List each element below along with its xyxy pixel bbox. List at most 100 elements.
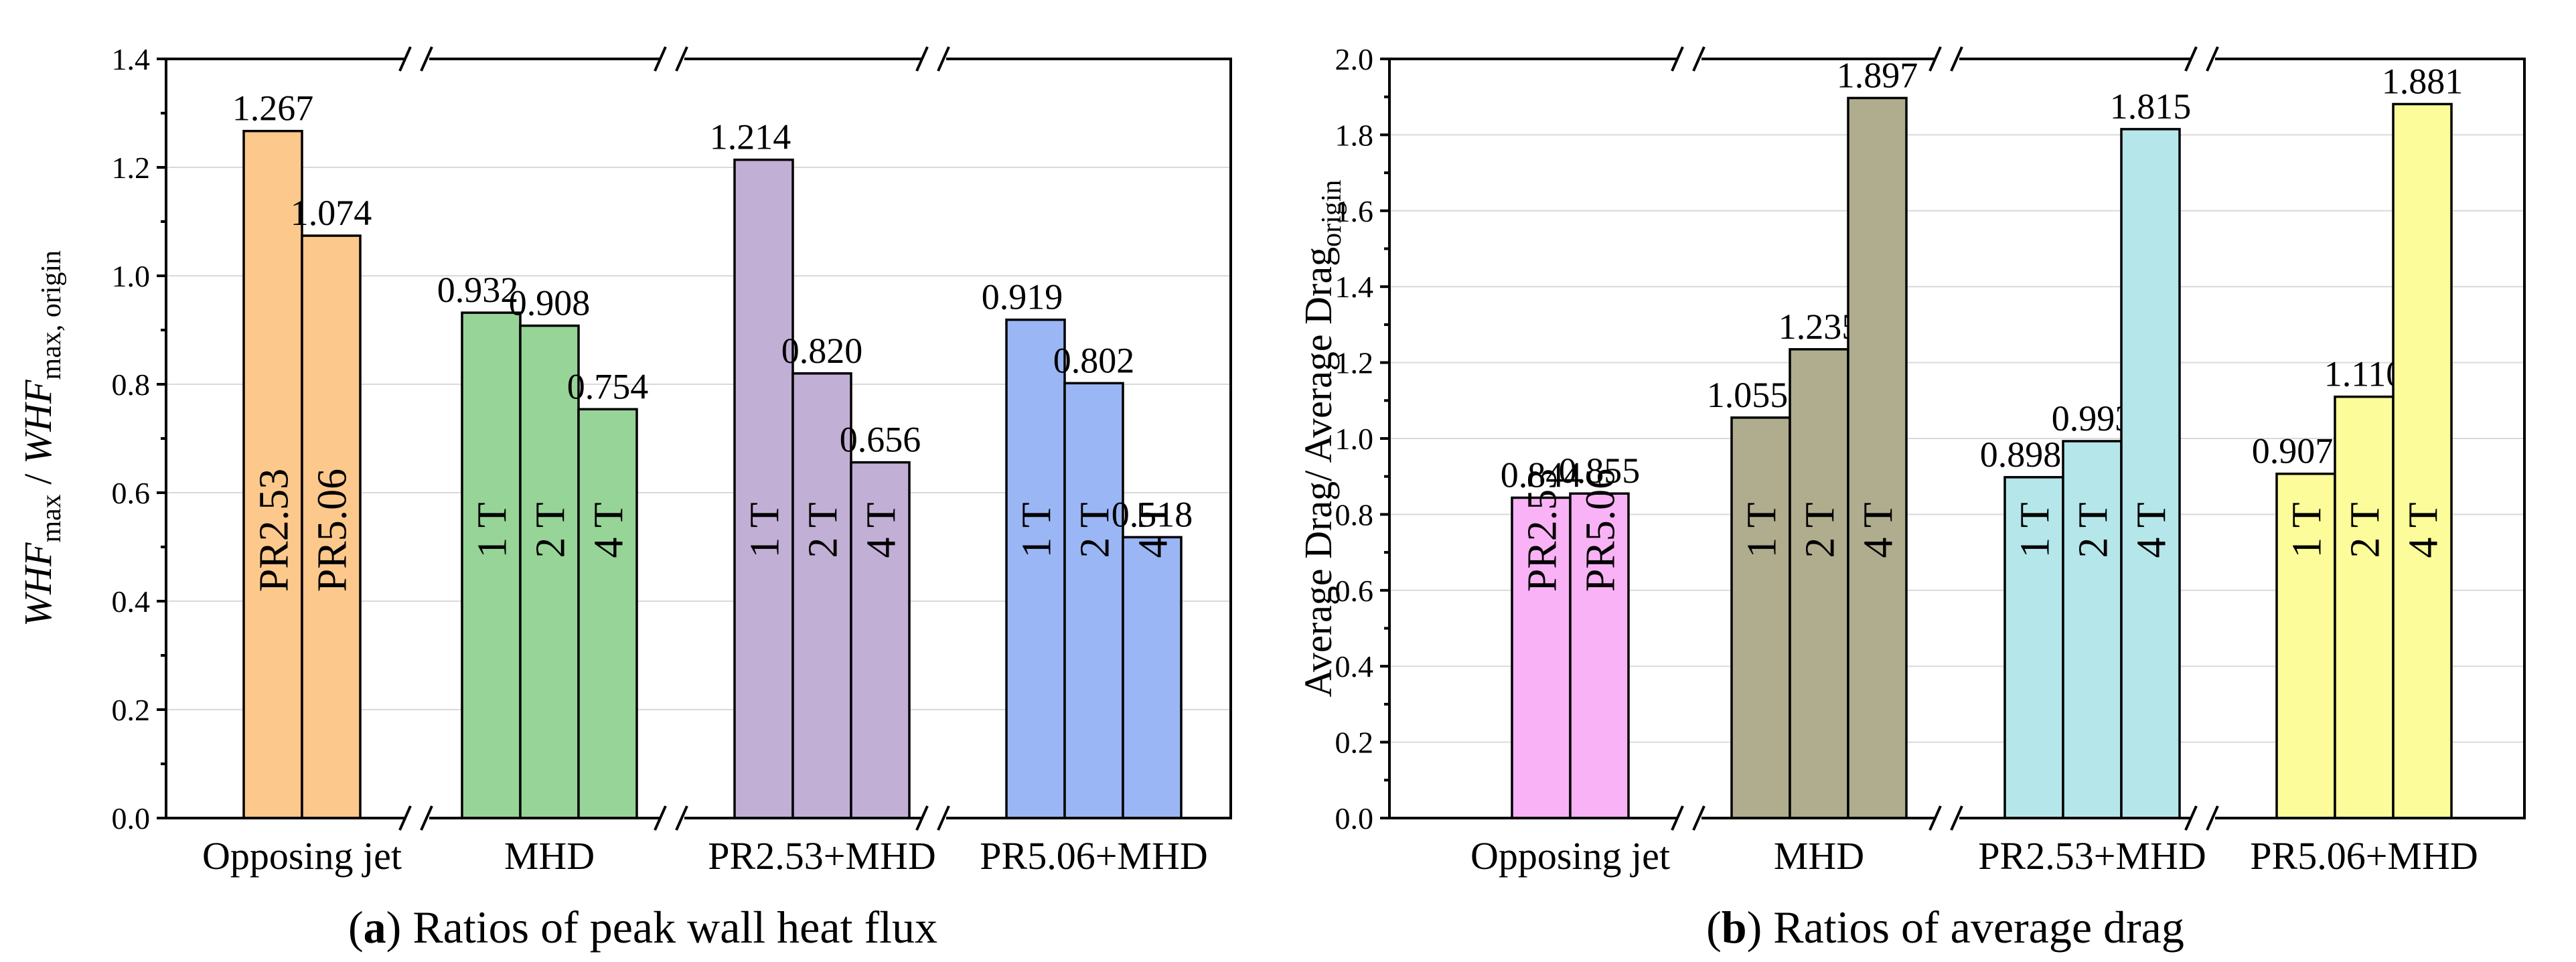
panel-b-y-tick-label: 0.6 [1335, 574, 1374, 608]
panel-b-y-label-sub: origin [1316, 180, 1347, 247]
panel-a-axis-break-mark [420, 805, 433, 831]
chart-panel-a: 1.267 PR2.53 1.074 PR5.06 Opposing jet 0.932 1… [16, 42, 1232, 953]
panel-a-value-label: 0.932 [437, 270, 519, 310]
panel-a-y-label-part: / [16, 464, 60, 494]
panel-a-bar-group: 0.932 1 T 0.908 2 T 0.754 4 T [437, 270, 649, 819]
panel-a-value-label: 1.074 [291, 193, 372, 233]
panel-a-y-axis-label: WHFmax / WHFmax, origin [16, 250, 67, 627]
panel-b-bar [1511, 496, 1572, 819]
panel-a-category-label: MHD [504, 834, 595, 878]
panel-a-bar [1063, 382, 1124, 819]
panel-b-caption: (b) Ratios of average drag [1706, 902, 2184, 953]
panel-b-value-label: 1.055 [1707, 375, 1789, 415]
panel-a-bar-inner-label: 1 T [743, 502, 788, 558]
panel-a-axis-break-mark [915, 805, 929, 831]
panel-a-bar [850, 461, 911, 819]
panel-b-bar-inner-label: PR2.53 [1520, 469, 1566, 592]
panel-a-bar-inner-label: 1 T [1014, 502, 1060, 558]
panel-a-value-label: 1.267 [232, 88, 314, 129]
panel-a-axis-break-mark [398, 805, 412, 831]
panel-a-bar [791, 372, 852, 819]
panel-b-axis-break-gap [1935, 811, 1959, 825]
panel-a-caption-letter: a [364, 902, 386, 953]
panel-b-bar-group: 0.898 1 T 0.993 2 T 1.815 4 T [1980, 86, 2191, 819]
panel-a-y-label-sub: max [36, 494, 67, 542]
panel-b-axis-break-gap [2191, 52, 2215, 66]
panel-a-axis-break-gap [405, 811, 429, 825]
panel-a-bar-inner-label: 4 T [1131, 502, 1177, 558]
panel-b-value-label: 1.897 [1837, 55, 1918, 95]
panel-a-value-label: 0.754 [567, 366, 649, 406]
panel-a-axis-break-mark [937, 46, 950, 72]
panel-b-value-label: 0.855 [1559, 451, 1641, 491]
panel-b-value-label: 0.993 [2052, 398, 2133, 438]
panel-a-y-tick-label: 0.2 [112, 693, 151, 727]
panel-b-value-label: 0.907 [2252, 431, 2334, 471]
panel-b-axis-break-mark [2206, 46, 2219, 72]
panel-b-bar-inner-label: 4 T [2401, 502, 2447, 558]
panel-a-value-label: 0.802 [1053, 340, 1135, 380]
panel-b-y-tick-label: 1.2 [1335, 346, 1374, 380]
panel-a-axis-break-mark [654, 46, 667, 72]
panel-b-bar-inner-label: 1 T [1740, 502, 1785, 558]
panel-b-bar-inner-label: 1 T [2285, 502, 2330, 558]
panel-b-value-label: 0.898 [1980, 434, 2062, 475]
panel-b-category-label: MHD [1774, 834, 1864, 878]
panel-b-bar-inner-label: 2 T [2071, 502, 2117, 558]
panel-b-bar [2334, 395, 2395, 819]
panel-a-caption-text: ) Ratios of peak wall heat flux [386, 902, 937, 953]
panel-b-category-label: PR2.53+MHD [1978, 834, 2206, 878]
panel-a-y-tick-label: 0.6 [112, 476, 151, 510]
panel-b-y-tick-label: 1.6 [1335, 194, 1374, 228]
panel-b-value-label: 1.110 [2324, 354, 2405, 394]
panel-a-value-label: 0.820 [781, 331, 863, 371]
panel-b-bar-inner-label: 2 T [2343, 502, 2389, 558]
panel-a-bar-inner-label: PR5.06 [310, 469, 356, 592]
panel-b-bar [2120, 128, 2181, 819]
panel-b-bar-inner-label: PR5.06 [1578, 469, 1624, 592]
panel-b-bar [1730, 416, 1791, 819]
panel-a-bar-inner-label: 2 T [1073, 502, 1118, 558]
panel-b-y-tick-label: 2.0 [1335, 42, 1374, 76]
panel-a-axis-break-gap [660, 811, 684, 825]
panel-a-value-label: 0.919 [982, 277, 1063, 317]
panel-a-value-label: 1.214 [710, 117, 791, 157]
panel-b-y-axis-label: Average Drag/ Average Dragorigin [1296, 180, 1347, 698]
panel-a-caption: (a) Ratios of peak wall heat flux [348, 902, 937, 953]
panel-a-bar [577, 408, 638, 819]
panel-a-bar [301, 234, 362, 819]
panel-b-bar [1569, 492, 1630, 819]
panel-b-caption-open: ( [1706, 902, 1722, 953]
panel-b-axis-break-mark [1928, 805, 1942, 831]
panel-b-caption-text: ) Ratios of average drag [1747, 902, 2184, 953]
panel-b-y-tick-label: 1.4 [1335, 270, 1374, 304]
panel-a-axis-break-mark [398, 46, 412, 72]
panel-a-category-label: PR5.06+MHD [980, 834, 1208, 878]
panel-a-bar-inner-label: 4 T [859, 502, 905, 558]
panel-b-y-tick-label: 0.4 [1335, 649, 1374, 684]
panel-b-value-label: 1.235 [1778, 307, 1860, 347]
panel-a-category-label: Opposing jet [202, 834, 402, 878]
panel-a-y-tick-label: 0.0 [112, 801, 151, 835]
panel-a-y-label-part: WHF [16, 542, 60, 627]
panel-b-y-label-part: Average Drag/ Average Drag [1296, 247, 1340, 698]
panel-a-y-label-sub: max, origin [36, 250, 67, 380]
panel-b-bar [1789, 348, 1849, 819]
panel-a-axis-break-mark [915, 46, 929, 72]
panel-b-axis-break-mark [1950, 46, 1963, 72]
panel-b-bar-group: 0.907 1 T 1.110 2 T 1.881 4 T [2252, 61, 2463, 819]
panel-a-bar-group: 1.214 1 T 0.820 2 T 0.656 4 T [710, 117, 921, 819]
panel-a-bar-inner-label: PR2.53 [252, 469, 297, 592]
panel-b-caption-letter: b [1722, 902, 1747, 953]
panel-a-bar-inner-label: 2 T [528, 502, 574, 558]
panel-a-bar-inner-label: 4 T [587, 502, 632, 558]
panel-b-bar [2003, 476, 2064, 819]
panel-a-y-tick-label: 1.4 [112, 42, 151, 76]
panel-b-axis-break-mark [2184, 805, 2198, 831]
panel-a-y-tick-label: 0.8 [112, 368, 151, 402]
panel-b-axis-break-mark [1692, 805, 1706, 831]
panel-a-value-label: 0.908 [509, 283, 591, 323]
